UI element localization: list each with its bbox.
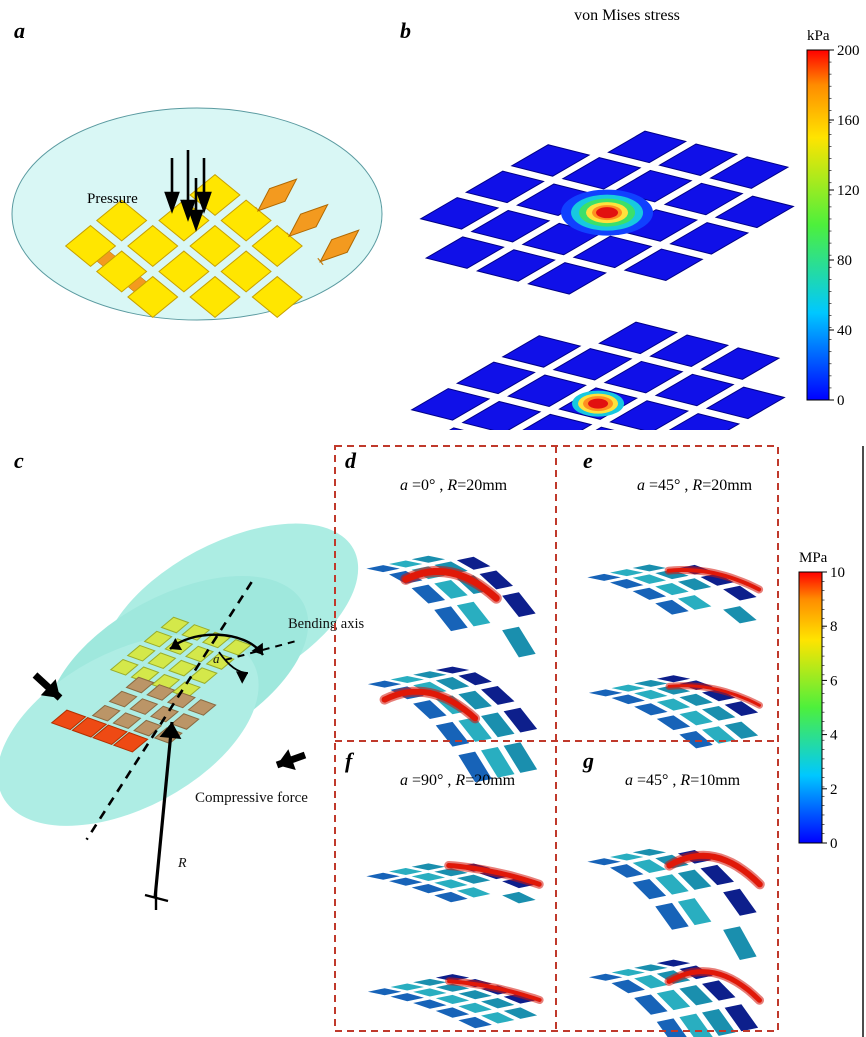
svg-text:10: 10 (830, 565, 845, 581)
svg-text:4: 4 (830, 728, 838, 744)
svg-text:2: 2 (830, 782, 838, 798)
svg-text:kPa: kPa (807, 28, 830, 44)
svg-text:a =0° , R=20mm: a =0° , R=20mm (400, 477, 508, 494)
svg-text:a =45° , R=10mm: a =45° , R=10mm (625, 772, 741, 789)
svg-text:8: 8 (830, 619, 838, 635)
svg-text:80: 80 (837, 253, 852, 269)
svg-text:von Mises stress: von Mises stress (574, 7, 680, 24)
svg-text:a =45° , R=20mm: a =45° , R=20mm (637, 477, 753, 494)
svg-text:160: 160 (837, 113, 860, 129)
svg-text:0: 0 (830, 836, 838, 852)
svg-text:a =90° , R=20mm: a =90° , R=20mm (400, 772, 516, 789)
svg-text:6: 6 (830, 673, 838, 689)
svg-text:200: 200 (837, 43, 860, 59)
svg-text:40: 40 (837, 323, 852, 339)
svg-text:120: 120 (837, 183, 860, 199)
svg-text:MPa: MPa (799, 550, 828, 566)
svg-text:0: 0 (837, 393, 845, 409)
svg-text:Pressure: Pressure (87, 191, 138, 207)
